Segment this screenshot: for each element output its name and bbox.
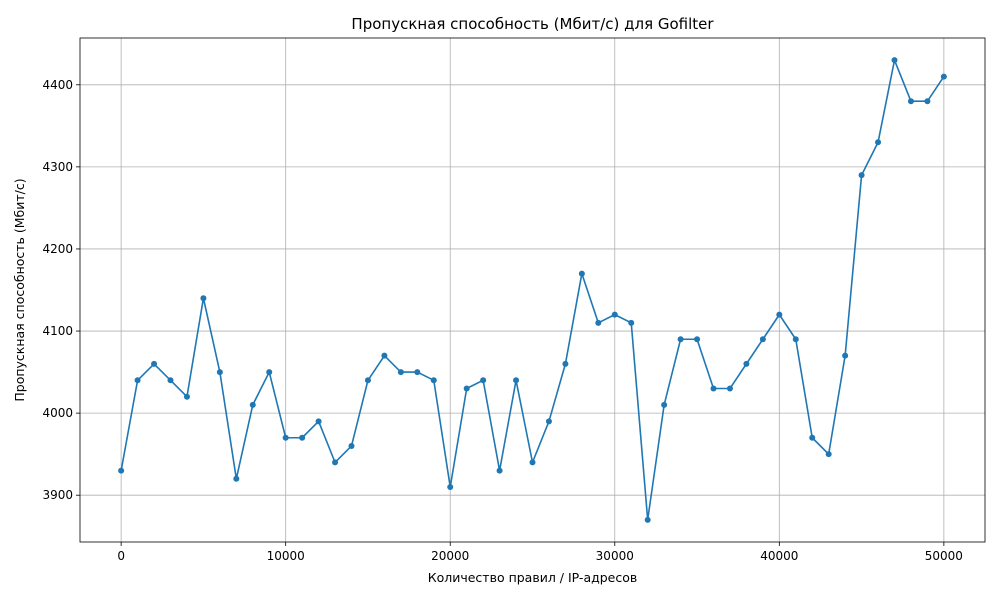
chart-title: Пропускная способность (Мбит/с) для Gofi… xyxy=(351,15,714,33)
data-point xyxy=(183,393,190,400)
data-point xyxy=(118,467,125,474)
y-tick-label: 4400 xyxy=(42,78,73,92)
data-point xyxy=(282,434,289,441)
data-point xyxy=(611,311,618,318)
data-point xyxy=(924,98,931,105)
data-point xyxy=(792,336,799,343)
data-point xyxy=(628,319,635,326)
data-point xyxy=(315,418,322,425)
data-point xyxy=(529,459,536,466)
y-tick-label: 4300 xyxy=(42,160,73,174)
data-point xyxy=(381,352,388,359)
data-point xyxy=(266,369,273,376)
data-point xyxy=(496,467,503,474)
data-point xyxy=(759,336,766,343)
data-point xyxy=(200,295,207,302)
data-point xyxy=(710,385,717,392)
x-tick-label: 30000 xyxy=(596,549,634,563)
data-point xyxy=(858,172,865,179)
data-point xyxy=(216,369,223,376)
data-point xyxy=(578,270,585,277)
data-point xyxy=(809,434,816,441)
data-point xyxy=(743,360,750,367)
data-point xyxy=(513,377,520,384)
data-point xyxy=(134,377,141,384)
data-point xyxy=(776,311,783,318)
data-point xyxy=(940,73,947,80)
x-tick-label: 20000 xyxy=(431,549,469,563)
data-point xyxy=(694,336,701,343)
y-tick-label: 3900 xyxy=(42,488,73,502)
data-point xyxy=(249,401,256,408)
x-axis-ticks: 0 10000 20000 30000 40000 50000 xyxy=(117,542,963,563)
data-point xyxy=(562,360,569,367)
data-point xyxy=(397,369,404,376)
data-point xyxy=(661,401,668,408)
x-tick-label: 50000 xyxy=(925,549,963,563)
series-line xyxy=(120,59,945,521)
series-layer xyxy=(118,57,947,523)
data-point xyxy=(875,139,882,146)
data-point xyxy=(726,385,733,392)
data-point xyxy=(677,336,684,343)
grid-lines xyxy=(80,38,985,542)
data-point xyxy=(299,434,306,441)
y-tick-label: 4200 xyxy=(42,242,73,256)
data-point xyxy=(842,352,849,359)
data-point xyxy=(447,484,454,491)
data-point xyxy=(825,451,832,458)
y-tick-label: 4100 xyxy=(42,324,73,338)
data-point xyxy=(907,98,914,105)
data-point xyxy=(151,360,158,367)
y-tick-label: 4000 xyxy=(42,406,73,420)
data-point xyxy=(463,385,470,392)
data-point xyxy=(891,57,898,64)
data-point xyxy=(167,377,174,384)
data-point xyxy=(348,442,355,449)
y-axis-title: Пропускная способность (Мбит/с) xyxy=(12,178,27,401)
data-point xyxy=(364,377,371,384)
x-tick-label: 10000 xyxy=(267,549,305,563)
data-point xyxy=(414,369,421,376)
data-point xyxy=(233,475,240,482)
data-point xyxy=(644,516,651,523)
data-point xyxy=(332,459,339,466)
data-point xyxy=(595,319,602,326)
data-point xyxy=(545,418,552,425)
plot-frame xyxy=(79,37,986,543)
x-tick-label: 40000 xyxy=(760,549,798,563)
data-point xyxy=(480,377,487,384)
y-axis-ticks: 3900 4000 4100 4200 4300 4400 xyxy=(42,78,80,502)
data-point xyxy=(430,377,437,384)
x-tick-label: 0 xyxy=(117,549,125,563)
x-axis-title: Количество правил / IP-адресов xyxy=(428,570,638,585)
